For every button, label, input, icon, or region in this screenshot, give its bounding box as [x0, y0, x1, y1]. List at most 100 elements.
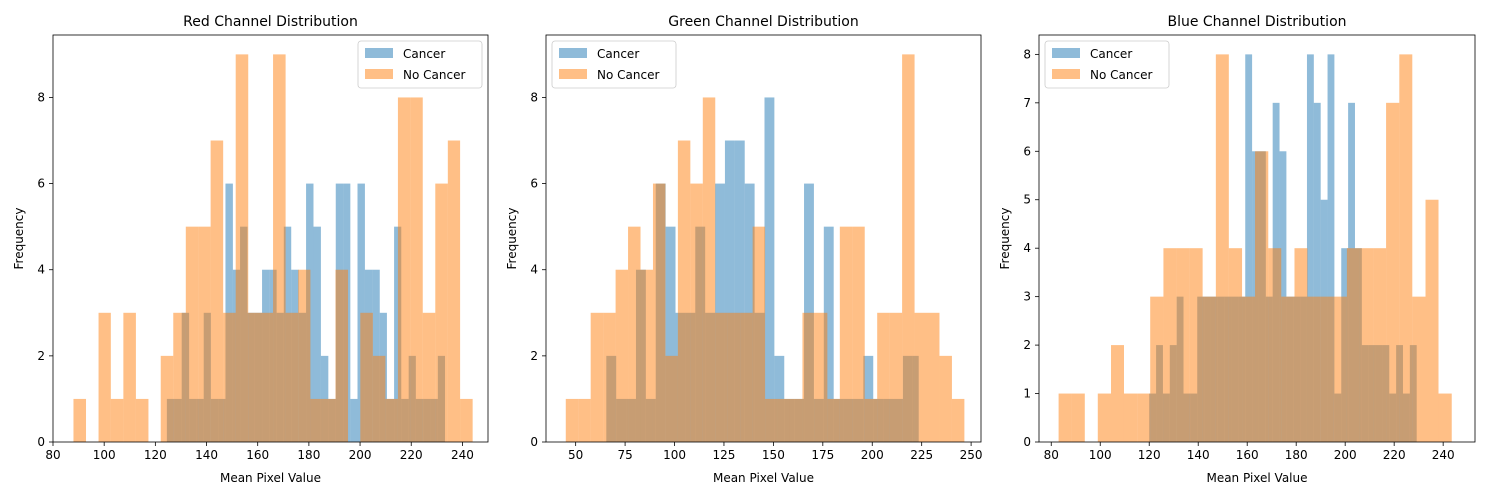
- red-channel-no-cancer-bar: [223, 312, 236, 442]
- red-channel-bars: [73, 54, 473, 443]
- x-tick-label: 160: [1236, 448, 1259, 462]
- red-channel-no-cancer-bar: [322, 398, 336, 442]
- blue-channel-no-cancer-bar: [1215, 54, 1229, 442]
- red-channel-no-cancer-bar: [248, 312, 261, 442]
- red-channel-no-cancer-bar: [385, 398, 398, 442]
- red-channel-no-cancer-bar: [123, 312, 136, 442]
- blue-channel-cancer-bar: [1327, 54, 1335, 442]
- y-tick-label: 6: [37, 177, 45, 191]
- blue-channel-no-cancer-bar: [1111, 345, 1124, 442]
- green-channel-no-cancer-bar: [565, 398, 579, 442]
- blue-channel-legend: Cancer No Cancer: [1044, 40, 1170, 89]
- green-channel-axes-frame: [545, 34, 982, 443]
- green-channel-no-cancer-bar: [927, 312, 940, 442]
- red-channel-no-cancer-bar: [98, 312, 111, 442]
- x-tick-label: 175: [811, 448, 834, 462]
- blue-channel-no-cancer-bar: [1242, 296, 1256, 442]
- y-tick-label: 6: [530, 177, 538, 191]
- blue-channel-no-cancer-bar: [1123, 393, 1138, 442]
- blue-channel-no-cancer-bar: [1228, 248, 1243, 442]
- x-tick-label: 140: [195, 448, 218, 462]
- red-channel-no-cancer-bar: [360, 312, 373, 442]
- red-channel-no-cancer-bar: [422, 312, 436, 442]
- red-channel-no-cancer-bar: [397, 97, 411, 442]
- green-channel-no-cancer-bar: [889, 312, 903, 442]
- x-tick-label: 160: [246, 448, 269, 462]
- green-channel-no-cancer-bar: [877, 312, 890, 442]
- y-tick-label: 8: [530, 90, 538, 104]
- red-channel-no-cancer-bar: [410, 97, 423, 442]
- x-tick-label: 150: [762, 448, 785, 462]
- blue-channel-no-cancer-bar: [1438, 393, 1452, 442]
- blue-channel-y-axis-label: Frequency: [998, 208, 1012, 270]
- green-channel-no-cancer-bar: [715, 312, 728, 442]
- blue-channel-no-cancer-bar: [1320, 296, 1334, 442]
- legend-swatch-cancer: [559, 48, 587, 58]
- x-tick-label: 250: [960, 448, 983, 462]
- red-channel-legend: Cancer No Cancer: [357, 40, 483, 89]
- legend-swatch-cancer: [365, 48, 393, 58]
- green-channel-title: Green Channel Distribution: [668, 14, 858, 30]
- blue-channel-no-cancer-bar: [1268, 248, 1282, 442]
- green-channel-no-cancer-bar: [839, 226, 853, 442]
- blue-channel-no-cancer-bar: [1176, 248, 1190, 442]
- green-channel-cancer-bar: [764, 97, 775, 442]
- blue-channel-y-ticks: 0 1 2 3 4 5 6 7 8: [1023, 47, 1039, 449]
- red-channel-y-ticks: 0 2 4 6 8: [37, 90, 53, 449]
- green-channel-no-cancer-bar: [603, 312, 616, 442]
- red-channel-no-cancer-bar: [210, 140, 224, 442]
- blue-channel-no-cancer-bar: [1386, 102, 1400, 442]
- red-channel-no-cancer-bar: [73, 398, 87, 442]
- green-channel-no-cancer-bar: [777, 398, 790, 442]
- red-channel-x-ticks: 80 100 120 140 160 180 200 220 240: [45, 442, 474, 462]
- red-channel-no-cancer-bar: [273, 54, 286, 442]
- red-channel-no-cancer-bar: [335, 269, 349, 442]
- red-channel-no-cancer-bar: [160, 355, 174, 442]
- green-channel-no-cancer-bar: [727, 312, 741, 442]
- blue-channel-cancer-bar: [1245, 54, 1253, 442]
- legend-swatch-no-cancer: [365, 69, 393, 79]
- red-channel-cancer-bar: [313, 226, 321, 442]
- green-channel-no-cancer-bar: [939, 355, 952, 442]
- red-channel-no-cancer-bar: [173, 312, 186, 442]
- blue-channel-cancer-bar: [1306, 54, 1314, 442]
- blue-channel-no-cancer-bar: [1281, 296, 1295, 442]
- green-channel-no-cancer-bar: [852, 226, 865, 442]
- green-channel-cancer-bar: [724, 140, 735, 442]
- x-tick-label: 75: [617, 448, 632, 462]
- blue-channel-no-cancer-bar: [1255, 151, 1269, 443]
- x-tick-label: 80: [1044, 448, 1059, 462]
- green-channel-no-cancer-bar: [690, 183, 703, 443]
- blue-channel-no-cancer-bar: [1189, 248, 1203, 442]
- red-channel-no-cancer-bar: [460, 398, 473, 442]
- x-tick-label: 140: [1187, 448, 1210, 462]
- red-channel-no-cancer-bar: [372, 355, 386, 442]
- red-channel-no-cancer-bar: [447, 140, 461, 442]
- y-tick-label: 8: [1023, 47, 1031, 61]
- green-channel-no-cancer-bar: [789, 398, 803, 442]
- blue-channel-x-axis-label: Mean Pixel Value: [1206, 471, 1307, 485]
- red-channel-axes-frame: [52, 34, 489, 443]
- green-channel-x-ticks: 50 75 100 125 150 175 200 225 250: [568, 442, 983, 462]
- blue-channel-no-cancer-bar: [1150, 296, 1164, 442]
- green-channel-no-cancer-bar: [578, 398, 591, 442]
- green-channel-cancer-bar: [823, 226, 834, 442]
- red-channel-no-cancer-bar: [285, 312, 299, 442]
- green-channel-no-cancer-bar: [628, 226, 641, 442]
- x-tick-label: 220: [400, 448, 423, 462]
- legend-label-no-cancer: No Cancer: [1090, 68, 1152, 82]
- legend-label-no-cancer: No Cancer: [597, 68, 659, 82]
- legend-label-cancer: Cancer: [1090, 47, 1132, 61]
- x-tick-label: 220: [1383, 448, 1406, 462]
- blue-channel-no-cancer-bar: [1202, 296, 1216, 442]
- x-tick-label: 120: [1138, 448, 1161, 462]
- green-channel-no-cancer-bar: [740, 312, 753, 442]
- green-channel-x-axis-label: Mean Pixel Value: [713, 471, 814, 485]
- blue-channel-no-cancer-bar: [1137, 393, 1151, 442]
- legend-label-no-cancer: No Cancer: [403, 68, 465, 82]
- blue-channel-no-cancer-bar: [1373, 248, 1387, 442]
- y-tick-label: 2: [37, 349, 45, 363]
- y-tick-label: 0: [1023, 435, 1031, 449]
- legend-swatch-no-cancer: [559, 69, 587, 79]
